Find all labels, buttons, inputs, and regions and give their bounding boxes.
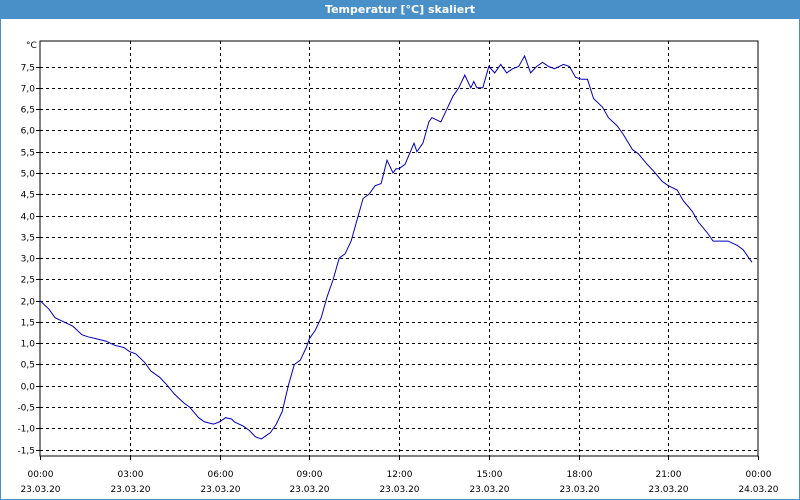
y-tick-label: -1,5 xyxy=(17,447,35,457)
y-tick-label: 2,5 xyxy=(21,276,35,286)
x-tick-date: 23.03.20 xyxy=(379,485,419,495)
x-tick-date: 23.03.20 xyxy=(469,485,509,495)
x-axis: 00:00 23.03.20 03:00 23.03.20 06:00 23.03.20 0… xyxy=(20,456,779,495)
x-tick-time: 15:00 xyxy=(477,470,503,480)
x-tick-time: 03:00 xyxy=(118,470,144,480)
x-tick-time: 00:00 xyxy=(28,470,54,480)
y-tick-label: 3,0 xyxy=(21,255,36,265)
y-tick-label: -1,0 xyxy=(17,425,35,435)
y-tick-label: 3,5 xyxy=(21,234,35,244)
grid-lines xyxy=(40,41,758,456)
x-tick-date: 23.03.20 xyxy=(200,485,240,495)
y-tick-label: -0,5 xyxy=(17,404,35,414)
x-tick-time: 09:00 xyxy=(297,470,323,480)
x-tick-date: 23.03.20 xyxy=(289,485,329,495)
x-tick-time: 06:00 xyxy=(208,470,234,480)
y-tick-label: 5,5 xyxy=(21,149,35,159)
y-axis: -1,5 -1,0 -0,5 0,0 0,5 1,0 1,5 2,0 2,5 3,0 3,5 4,0 4… xyxy=(17,64,40,457)
y-tick-label: 1,0 xyxy=(21,340,36,350)
x-tick-time: 18:00 xyxy=(567,470,593,480)
x-tick-date: 23.03.20 xyxy=(559,485,599,495)
y-tick-label: 7,0 xyxy=(21,85,36,95)
window-title: Temperatur [°C] skaliert xyxy=(1,1,799,19)
x-tick-date: 24.03.20 xyxy=(738,485,778,495)
y-tick-label: 6,0 xyxy=(21,127,36,137)
y-tick-label: 0,0 xyxy=(21,383,36,393)
x-tick-date: 23.03.20 xyxy=(648,485,688,495)
y-axis-label: °C xyxy=(26,41,37,51)
y-tick-label: 6,5 xyxy=(21,106,35,116)
y-tick-label: 7,5 xyxy=(21,64,35,74)
y-tick-label: 1,5 xyxy=(21,319,35,329)
y-tick-label: 2,0 xyxy=(21,298,36,308)
x-tick-date: 23.03.20 xyxy=(20,485,60,495)
y-tick-label: 5,0 xyxy=(21,170,36,180)
x-tick-time: 21:00 xyxy=(656,470,682,480)
x-tick-date: 23.03.20 xyxy=(110,485,150,495)
series-line xyxy=(39,54,753,440)
y-tick-label: 4,5 xyxy=(21,191,35,201)
x-tick-time: 00:00 xyxy=(746,470,772,480)
y-tick-label: 4,0 xyxy=(21,213,36,223)
y-tick-label: 0,5 xyxy=(21,361,35,371)
x-tick-time: 12:00 xyxy=(387,470,413,480)
